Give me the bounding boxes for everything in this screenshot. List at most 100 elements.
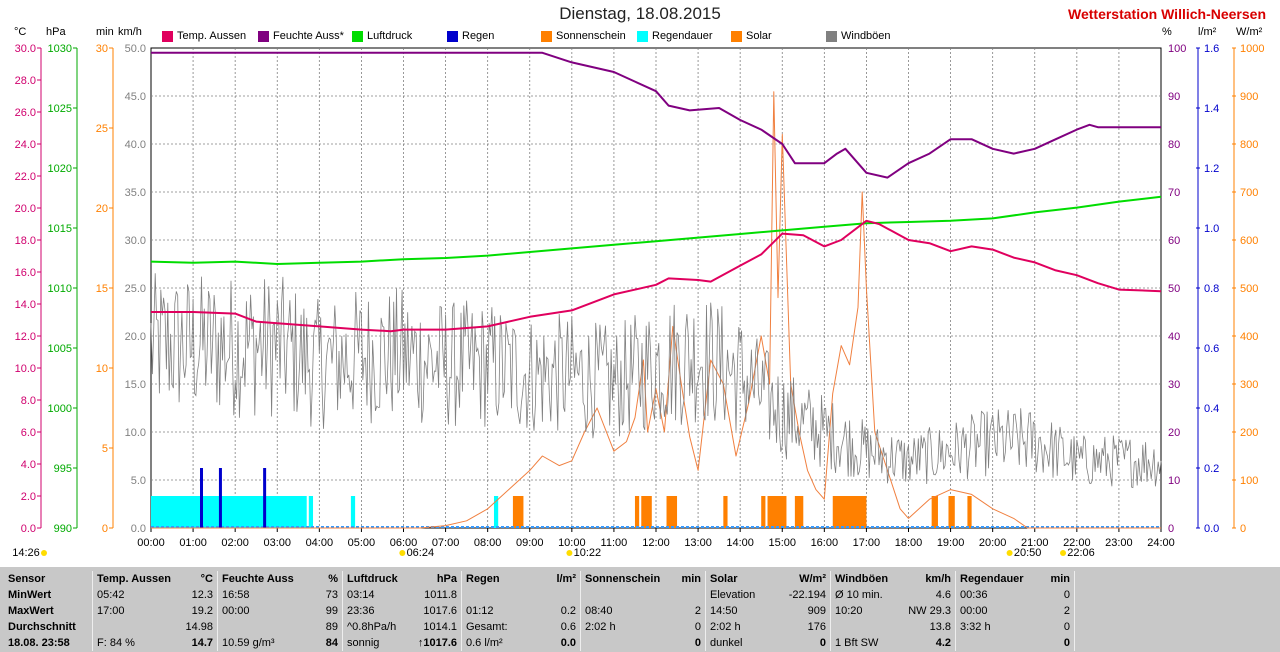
stats-row: 00:36 0 [960,587,1070,603]
humidity-tick-label: 50 [1168,283,1180,295]
stats-cell-label: 23:36 [347,605,375,617]
stats-header: Sonnenschein min [585,571,701,587]
legend-item: Solar [731,30,772,42]
stats-cell-value: min [1050,573,1070,585]
pressure-series-line [150,195,1162,265]
sunshine-bar [767,496,787,528]
stats-cell-value: 1017.6 [423,605,457,617]
legend-label: Windböen [841,30,891,42]
time-tick-label: 05:00 [348,537,376,549]
legend-item: Regen [447,30,494,42]
pressure-tick-label: 1030 [48,43,72,55]
rain-tick-label: 0.4 [1204,403,1219,415]
rain-bar [200,468,203,528]
wind-axis-unit: km/h [118,26,142,38]
time-tick-label: 13:00 [684,537,712,549]
stats-cell-label: 00:00 [222,605,250,617]
stats-cell-label: Luftdruck [347,573,398,585]
temp-tick-label: 18.0 [15,235,36,247]
stats-column: Regendauer min 00:36 0 00:00 2 3:32 h 0 0 [956,571,1075,651]
station-name: Wetterstation Willich-Neersen [1068,6,1266,22]
wind-tick-label: 25.0 [125,283,146,295]
pressure-axis-unit: hPa [46,26,66,38]
sun-marker-icon [566,550,573,556]
stats-cell-value: 0 [1063,589,1070,601]
stats-cell-value: ↑1017.6 [417,637,457,649]
temp-tick-label: 24.0 [15,139,36,151]
pressure-tick-label: 1005 [48,343,72,355]
solar-tick-label: 800 [1240,139,1258,151]
pressure-tick-label: 995 [54,463,72,475]
stats-row: MaxWert [8,603,88,619]
stats-row: 3:32 h 0 [960,619,1070,635]
legend-swatch [541,30,552,42]
humidity-tick-label: 100 [1168,43,1186,55]
stats-column: Regen l/m² 01:12 0.2 Gesamt: 0.6 0.6 l/m² 0.0 [462,571,581,651]
humidity-tick-label: 90 [1168,91,1180,103]
legend-label: Solar [746,30,772,42]
stats-row: Ø 10 min. 4.6 [835,587,951,603]
minutes-tick-label: 0 [102,523,108,535]
minutes-tick-label: 20 [96,203,108,215]
stats-row: Gesamt: 0.6 [466,619,576,635]
stats-cell-label: 00:36 [960,589,988,601]
time-tick-label: 14:00 [726,537,754,549]
stats-row: 18.08. 23:58 [8,635,88,651]
solar-tick-label: 900 [1240,91,1258,103]
chart-title: Dienstag, 18.08.2015 [559,4,721,23]
weather-chart: 30.0 28.0 26.0 24.0 22.0 20.0 18.0 16.0 14.0 12.0… [12,43,1264,559]
minutes-tick-label: 25 [96,123,108,135]
stats-cell-value: l/m² [556,573,576,585]
time-tick-label: 08:00 [474,537,502,549]
rain-tick-label: 1.2 [1204,163,1219,175]
legend-swatch [826,30,837,42]
temp-tick-label: 6.0 [21,427,36,439]
stats-cell-label: Temp. Aussen [97,573,171,585]
temp-tick-label: 22.0 [15,171,36,183]
stats-row: dunkel 0 [710,635,826,651]
marker-time-label: 20:50 [1014,547,1042,559]
stats-cell-value: 909 [807,605,826,617]
stats-row: 1 Bft SW 4.2 [835,635,951,651]
rain-bar [263,468,267,528]
stats-row [466,587,576,603]
sunshine-bar [948,496,955,528]
temp-tick-label: 30.0 [15,43,36,55]
sun-marker-icon [399,550,406,556]
wind-gust-series-line [150,273,1162,489]
stats-row: 00:00 99 [222,603,338,619]
stats-column: Windböen km/h Ø 10 min. 4.6 10:20 NW 29.3 13.8… [831,571,956,651]
stats-cell-label: 16:58 [222,589,250,601]
stats-row [585,587,701,603]
temp-tick-label: 14.0 [15,299,36,311]
pressure-tick-label: 990 [54,523,72,535]
wind-tick-label: 20.0 [125,331,146,343]
sunshine-bar [634,496,640,528]
legend-label: Regendauer [652,30,713,42]
stats-cell-label: 10.59 g/m³ [222,637,275,649]
stats-header: Windböen km/h [835,571,951,587]
stats-cell-label: Feuchte Auss [222,573,294,585]
legend-swatch [162,30,173,42]
stats-header: Sensor [8,571,88,587]
rain-duration-bar [493,496,499,528]
marker-time-label: 14:26 [12,547,40,559]
stats-row: 03:14 1011.8 [347,587,457,603]
pressure-tick-label: 1020 [48,163,72,175]
solar-tick-label: 700 [1240,187,1258,199]
stats-cell-label: 2:02 h [585,621,616,633]
stats-cell-value: 0 [1063,621,1070,633]
wind-tick-label: 10.0 [125,427,146,439]
stats-row: 0 [960,635,1070,651]
stats-cell-label: Durchschnitt [8,621,76,633]
stats-row: 16:58 73 [222,587,338,603]
sunshine-bar [512,496,524,528]
solar-tick-label: 600 [1240,235,1258,247]
time-tick-label: 20:00 [979,537,1007,549]
marker-time-label: 22:06 [1067,547,1095,559]
marker-time-label: 10:22 [574,547,602,559]
legend-item: Temp. Aussen [162,30,246,42]
time-tick-label: 17:00 [853,537,881,549]
legend-label: Temp. Aussen [177,30,247,42]
rain-tick-label: 0.2 [1204,463,1219,475]
